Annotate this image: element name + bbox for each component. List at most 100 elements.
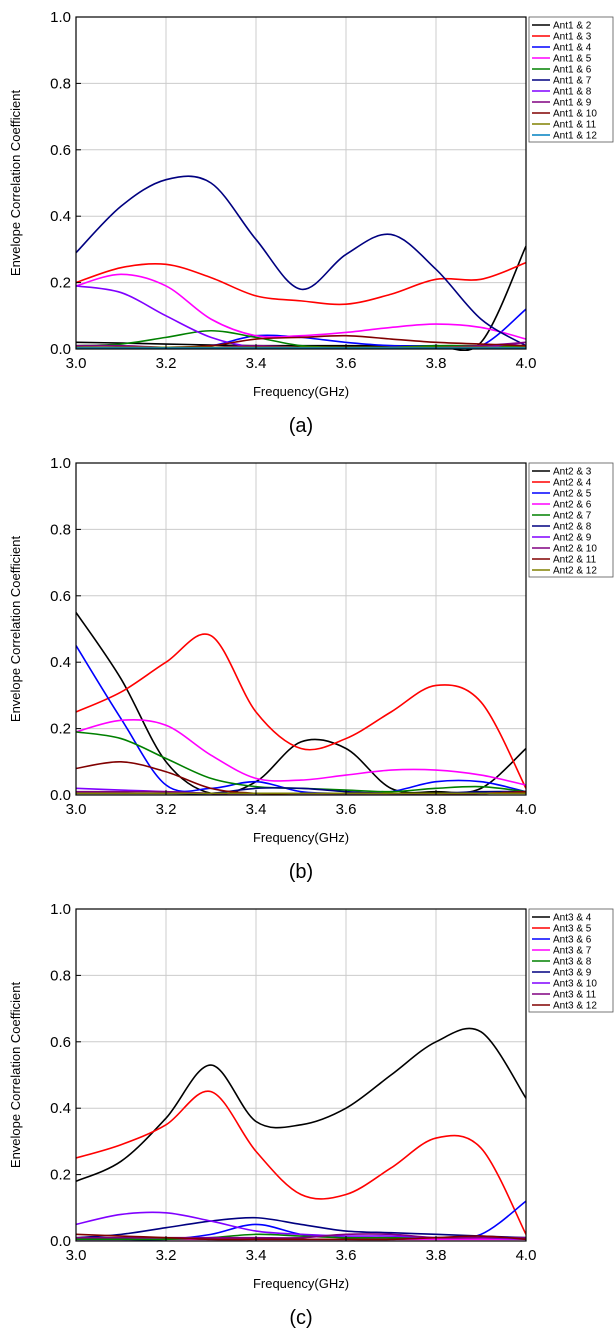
- y-axis-label: Envelope Correlation Coefficient: [8, 536, 23, 723]
- legend-label-11: Ant1 & 12: [553, 131, 597, 142]
- legend-label-2: Ant1 & 3: [553, 32, 592, 43]
- y-axis-label: Envelope Correlation Coefficient: [8, 90, 23, 277]
- series-line-2: [76, 1090, 526, 1235]
- grid-lines: [75, 908, 527, 1242]
- x-tick-label: 3.8: [426, 1247, 447, 1264]
- legend-label-5: Ant1 & 6: [553, 65, 592, 76]
- y-tick-label: 1.0: [50, 455, 71, 472]
- legend-label-1: Ant2 & 3: [553, 467, 592, 478]
- y-tick-label: 0.2: [50, 275, 71, 292]
- y-axis-label: Envelope Correlation Coefficient: [8, 982, 23, 1169]
- series-line-6: [76, 175, 526, 347]
- x-tick-label: 3.0: [66, 355, 87, 372]
- legend-label-8: Ant3 & 11: [553, 990, 597, 1001]
- panel-label: (c): [289, 1307, 312, 1329]
- series-group: [76, 611, 526, 795]
- legend-label-5: Ant2 & 7: [553, 511, 592, 522]
- y-tick-label: 0.8: [50, 521, 71, 538]
- y-tick-label: 0.6: [50, 1034, 71, 1051]
- legend-label-2: Ant3 & 5: [553, 924, 592, 935]
- legend-label-7: Ant3 & 10: [553, 979, 597, 990]
- y-tick-label: 0.4: [50, 654, 71, 671]
- y-tick-label: 0.0: [50, 1233, 71, 1250]
- x-tick-label: 3.6: [336, 801, 357, 818]
- legend-label-5: Ant3 & 8: [553, 957, 592, 968]
- x-tick-label: 3.6: [336, 1247, 357, 1264]
- y-tick-label: 0.8: [50, 75, 71, 92]
- series-group: [76, 1027, 526, 1241]
- legend-label-9: Ant3 & 12: [553, 1001, 597, 1012]
- y-tick-label: 0.6: [50, 588, 71, 605]
- legend-label-6: Ant2 & 8: [553, 522, 592, 533]
- legend-label-9: Ant2 & 11: [553, 555, 597, 566]
- x-tick-label: 3.6: [336, 355, 357, 372]
- chart-panel-b: 3.0 3.2 3.4 3.6 3.8 4.0 0.0 0.2 0.4 0.6 0.8 1.0 Freq…: [0, 446, 616, 891]
- x-axis-label: Frequency(GHz): [253, 384, 349, 399]
- series-line-1: [76, 245, 526, 351]
- series-line-9: [76, 1233, 526, 1241]
- y-tick-label: 1.0: [50, 901, 71, 918]
- y-tick-label: 0.2: [50, 1167, 71, 1184]
- legend-label-6: Ant3 & 9: [553, 968, 592, 979]
- x-tick-label: 4.0: [516, 801, 537, 818]
- panel-label: (a): [289, 415, 313, 437]
- x-tick-label: 3.4: [246, 801, 267, 818]
- x-tick-label: 4.0: [516, 1247, 537, 1264]
- y-tick-label: 0.4: [50, 1100, 71, 1117]
- y-tick-label: 0.6: [50, 142, 71, 159]
- legend-label-9: Ant1 & 10: [553, 109, 597, 120]
- series-line-5: [76, 329, 526, 349]
- grid-lines: [75, 462, 527, 796]
- y-tick-label: 0.2: [50, 721, 71, 738]
- legend-label-8: Ant2 & 10: [553, 544, 597, 555]
- chart-panel-c: 3.0 3.2 3.4 3.6 3.8 4.0 0.0 0.2 0.4 0.6 0.8 1.0 Freq…: [0, 892, 616, 1337]
- plot-frame: [75, 16, 527, 350]
- legend-label-7: Ant2 & 9: [553, 533, 592, 544]
- legend-label-3: Ant3 & 6: [553, 935, 592, 946]
- x-tick-label: 3.2: [156, 801, 177, 818]
- x-tick-label: 3.0: [66, 801, 87, 818]
- legend-label-4: Ant3 & 7: [553, 946, 592, 957]
- legend-label-10: Ant2 & 12: [553, 566, 597, 577]
- legend-label-10: Ant1 & 11: [553, 120, 597, 131]
- y-tick-label: 1.0: [50, 9, 71, 26]
- x-tick-label: 3.8: [426, 355, 447, 372]
- x-tick-label: 3.4: [246, 1247, 267, 1264]
- legend-label-8: Ant1 & 9: [553, 98, 592, 109]
- x-tick-label: 3.0: [66, 1247, 87, 1264]
- y-tick-label: 0.4: [50, 208, 71, 225]
- series-line-2: [76, 633, 526, 789]
- legend-label-1: Ant1 & 2: [553, 21, 592, 32]
- legend-label-4: Ant1 & 5: [553, 54, 592, 65]
- series-line-4: [76, 718, 526, 786]
- x-axis-label: Frequency(GHz): [253, 830, 349, 845]
- series-line-1: [76, 611, 526, 795]
- plot-frame: [75, 908, 527, 1242]
- legend-label-2: Ant2 & 4: [553, 478, 592, 489]
- legend-label-3: Ant2 & 5: [553, 489, 592, 500]
- legend-label-3: Ant1 & 4: [553, 43, 592, 54]
- legend-label-1: Ant3 & 4: [553, 913, 592, 924]
- y-tick-label: 0.8: [50, 967, 71, 984]
- series-line-6: [76, 1216, 526, 1239]
- legend-label-6: Ant1 & 7: [553, 76, 592, 87]
- x-tick-label: 3.8: [426, 801, 447, 818]
- chart-a-svg: 3.0 3.2 3.4 3.6 3.8 4.0 0.0 0.2 0.4 0.6 0.8 1.0 Freq…: [8, 9, 614, 437]
- x-axis-label: Frequency(GHz): [253, 1276, 349, 1291]
- series-line-4: [76, 273, 526, 340]
- chart-c-svg: 3.0 3.2 3.4 3.6 3.8 4.0 0.0 0.2 0.4 0.6 0.8 1.0 Freq…: [8, 901, 614, 1329]
- y-tick-label: 0.0: [50, 341, 71, 358]
- grid-lines: [75, 16, 527, 350]
- x-tick-label: 3.2: [156, 1247, 177, 1264]
- series-line-1: [76, 1027, 526, 1182]
- x-tick-label: 3.2: [156, 355, 177, 372]
- chart-panel-a: 3.0 3.2 3.4 3.6 3.8 4.0 0.0 0.2 0.4 0.6 0.8 1.0 Freq…: [0, 0, 616, 445]
- plot-frame: [75, 462, 527, 796]
- legend-label-7: Ant1 & 8: [553, 87, 592, 98]
- series-line-2: [76, 261, 526, 306]
- x-tick-label: 3.4: [246, 355, 267, 372]
- y-tick-label: 0.0: [50, 787, 71, 804]
